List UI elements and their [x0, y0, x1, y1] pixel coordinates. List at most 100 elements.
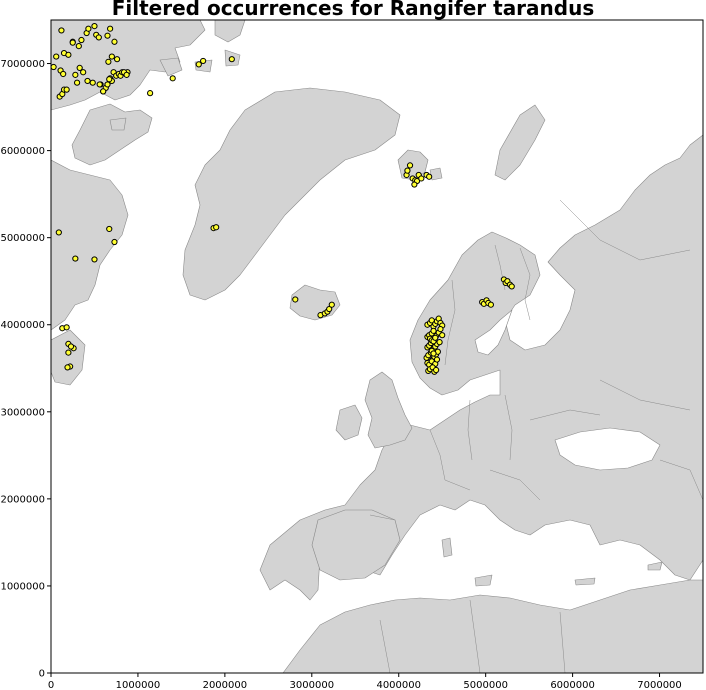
- occurrence-point: [107, 25, 114, 32]
- y-tick-label: 2000000: [0, 494, 45, 505]
- occurrence-point: [328, 301, 335, 308]
- occurrence-point: [108, 53, 115, 60]
- occurrence-point: [67, 343, 75, 350]
- x-tick-label: 6000000: [550, 680, 595, 690]
- land-crete: [574, 577, 596, 586]
- occurrence-point: [433, 366, 440, 374]
- border-germany-poland: [467, 399, 473, 461]
- land-ireland: [335, 404, 363, 441]
- y-tick-label: 6000000: [0, 146, 45, 157]
- occurrence-point: [72, 71, 79, 78]
- land-arctic-island-5: [109, 117, 127, 131]
- x-tick-label: 5000000: [463, 680, 508, 690]
- x-tick-label: 2000000: [203, 680, 248, 690]
- land-baffin-island: [71, 103, 153, 166]
- occurrence-point: [436, 339, 443, 346]
- occurrence-point: [213, 224, 220, 231]
- land-sicily: [474, 574, 493, 587]
- border-norway-sweden: [444, 279, 456, 366]
- occurrence-point: [105, 58, 112, 65]
- occurrence-point: [430, 327, 437, 334]
- occurrence-point: [72, 255, 79, 262]
- occurrence-point: [406, 162, 414, 169]
- land-great-britain: [364, 371, 413, 449]
- occurrence-point: [96, 81, 103, 88]
- occurrence-point: [418, 175, 425, 182]
- occurrence-point: [64, 364, 71, 371]
- occurrence-point: [58, 27, 65, 34]
- x-tick-label: 1000000: [116, 680, 161, 690]
- occurrence-point: [104, 32, 111, 39]
- land-canadian-arctic: [51, 20, 206, 111]
- occurrence-point: [430, 350, 437, 357]
- y-tick-label: 7000000: [0, 59, 45, 70]
- occurrence-point: [106, 76, 113, 83]
- border-italy: [444, 479, 471, 491]
- sea-black-sea: [554, 427, 661, 471]
- border-france-germany: [429, 429, 446, 481]
- occurrence-point: [76, 64, 83, 71]
- occurrence-point: [69, 39, 76, 46]
- occurrence-point: [104, 81, 111, 88]
- occurrence-point: [84, 77, 91, 85]
- occurrence-point: [60, 70, 67, 78]
- x-axis: 0 1000000 2000000 3000000 4000000 5000000 6000…: [48, 673, 682, 690]
- occurrence-point: [111, 38, 118, 45]
- y-axis: 0 1000000 2000000 3000000 4000000 5000000 6000…: [0, 59, 51, 680]
- land-novaya-zemlya: [494, 104, 546, 181]
- occurrence-point: [228, 56, 235, 63]
- land-greenland: [182, 87, 401, 301]
- country-borders: [369, 199, 703, 673]
- border-france-spain: [369, 514, 396, 521]
- occurrence-point: [113, 56, 121, 63]
- occurrence-point: [80, 69, 87, 76]
- border-ukraine: [529, 409, 601, 421]
- occurrence-point: [91, 256, 98, 263]
- occurrence-point: [200, 57, 207, 65]
- sea-baltic: [474, 309, 513, 356]
- occurrence-point: [147, 90, 154, 97]
- occurrence-point: [65, 51, 72, 58]
- land-arctic-island-1: [214, 20, 246, 43]
- border-africa: [379, 599, 566, 673]
- occurrence-point: [85, 25, 92, 32]
- occurrence-point: [63, 86, 70, 93]
- occurrence-point: [123, 71, 130, 78]
- occurrence-point: [437, 325, 444, 333]
- land-layer: [51, 20, 703, 673]
- occurrence-point: [91, 22, 98, 30]
- occurrence-point: [53, 53, 60, 60]
- land-arctic-island-3: [159, 57, 183, 77]
- occurrence-point: [426, 173, 433, 180]
- occurrence-point: [73, 79, 81, 86]
- land-iberia: [311, 509, 401, 581]
- x-tick-label: 7000000: [637, 680, 682, 690]
- occurrence-point: [432, 334, 439, 341]
- map-title: Filtered occurrences for Rangifer tarand…: [111, 0, 595, 20]
- border-russia-south: [599, 379, 691, 411]
- occurrence-point: [51, 63, 57, 71]
- y-tick-label: 3000000: [0, 407, 45, 418]
- land-north-africa: [282, 579, 703, 673]
- occurrence-point: [55, 229, 62, 236]
- y-tick-label: 0: [39, 669, 45, 680]
- y-tick-label: 5000000: [0, 233, 45, 244]
- occurrence-point: [100, 88, 107, 95]
- occurrence-point: [439, 332, 446, 339]
- occurrence-point: [65, 349, 72, 356]
- occurrence-point: [169, 75, 176, 82]
- y-tick-label: 4000000: [0, 320, 45, 331]
- land-cyprus: [647, 561, 663, 571]
- border-russia-north: [559, 199, 691, 261]
- land-newfoundland: [51, 329, 86, 386]
- land-sardinia: [441, 537, 453, 558]
- occurrence-point: [106, 225, 113, 233]
- land-labrador: [51, 159, 129, 331]
- occurrence-point: [487, 301, 494, 308]
- occurrence-point: [78, 36, 85, 44]
- occurrence-point: [75, 43, 82, 50]
- occurrence-point: [63, 324, 70, 331]
- occurrence-point: [89, 79, 96, 86]
- border-balkans: [489, 469, 541, 501]
